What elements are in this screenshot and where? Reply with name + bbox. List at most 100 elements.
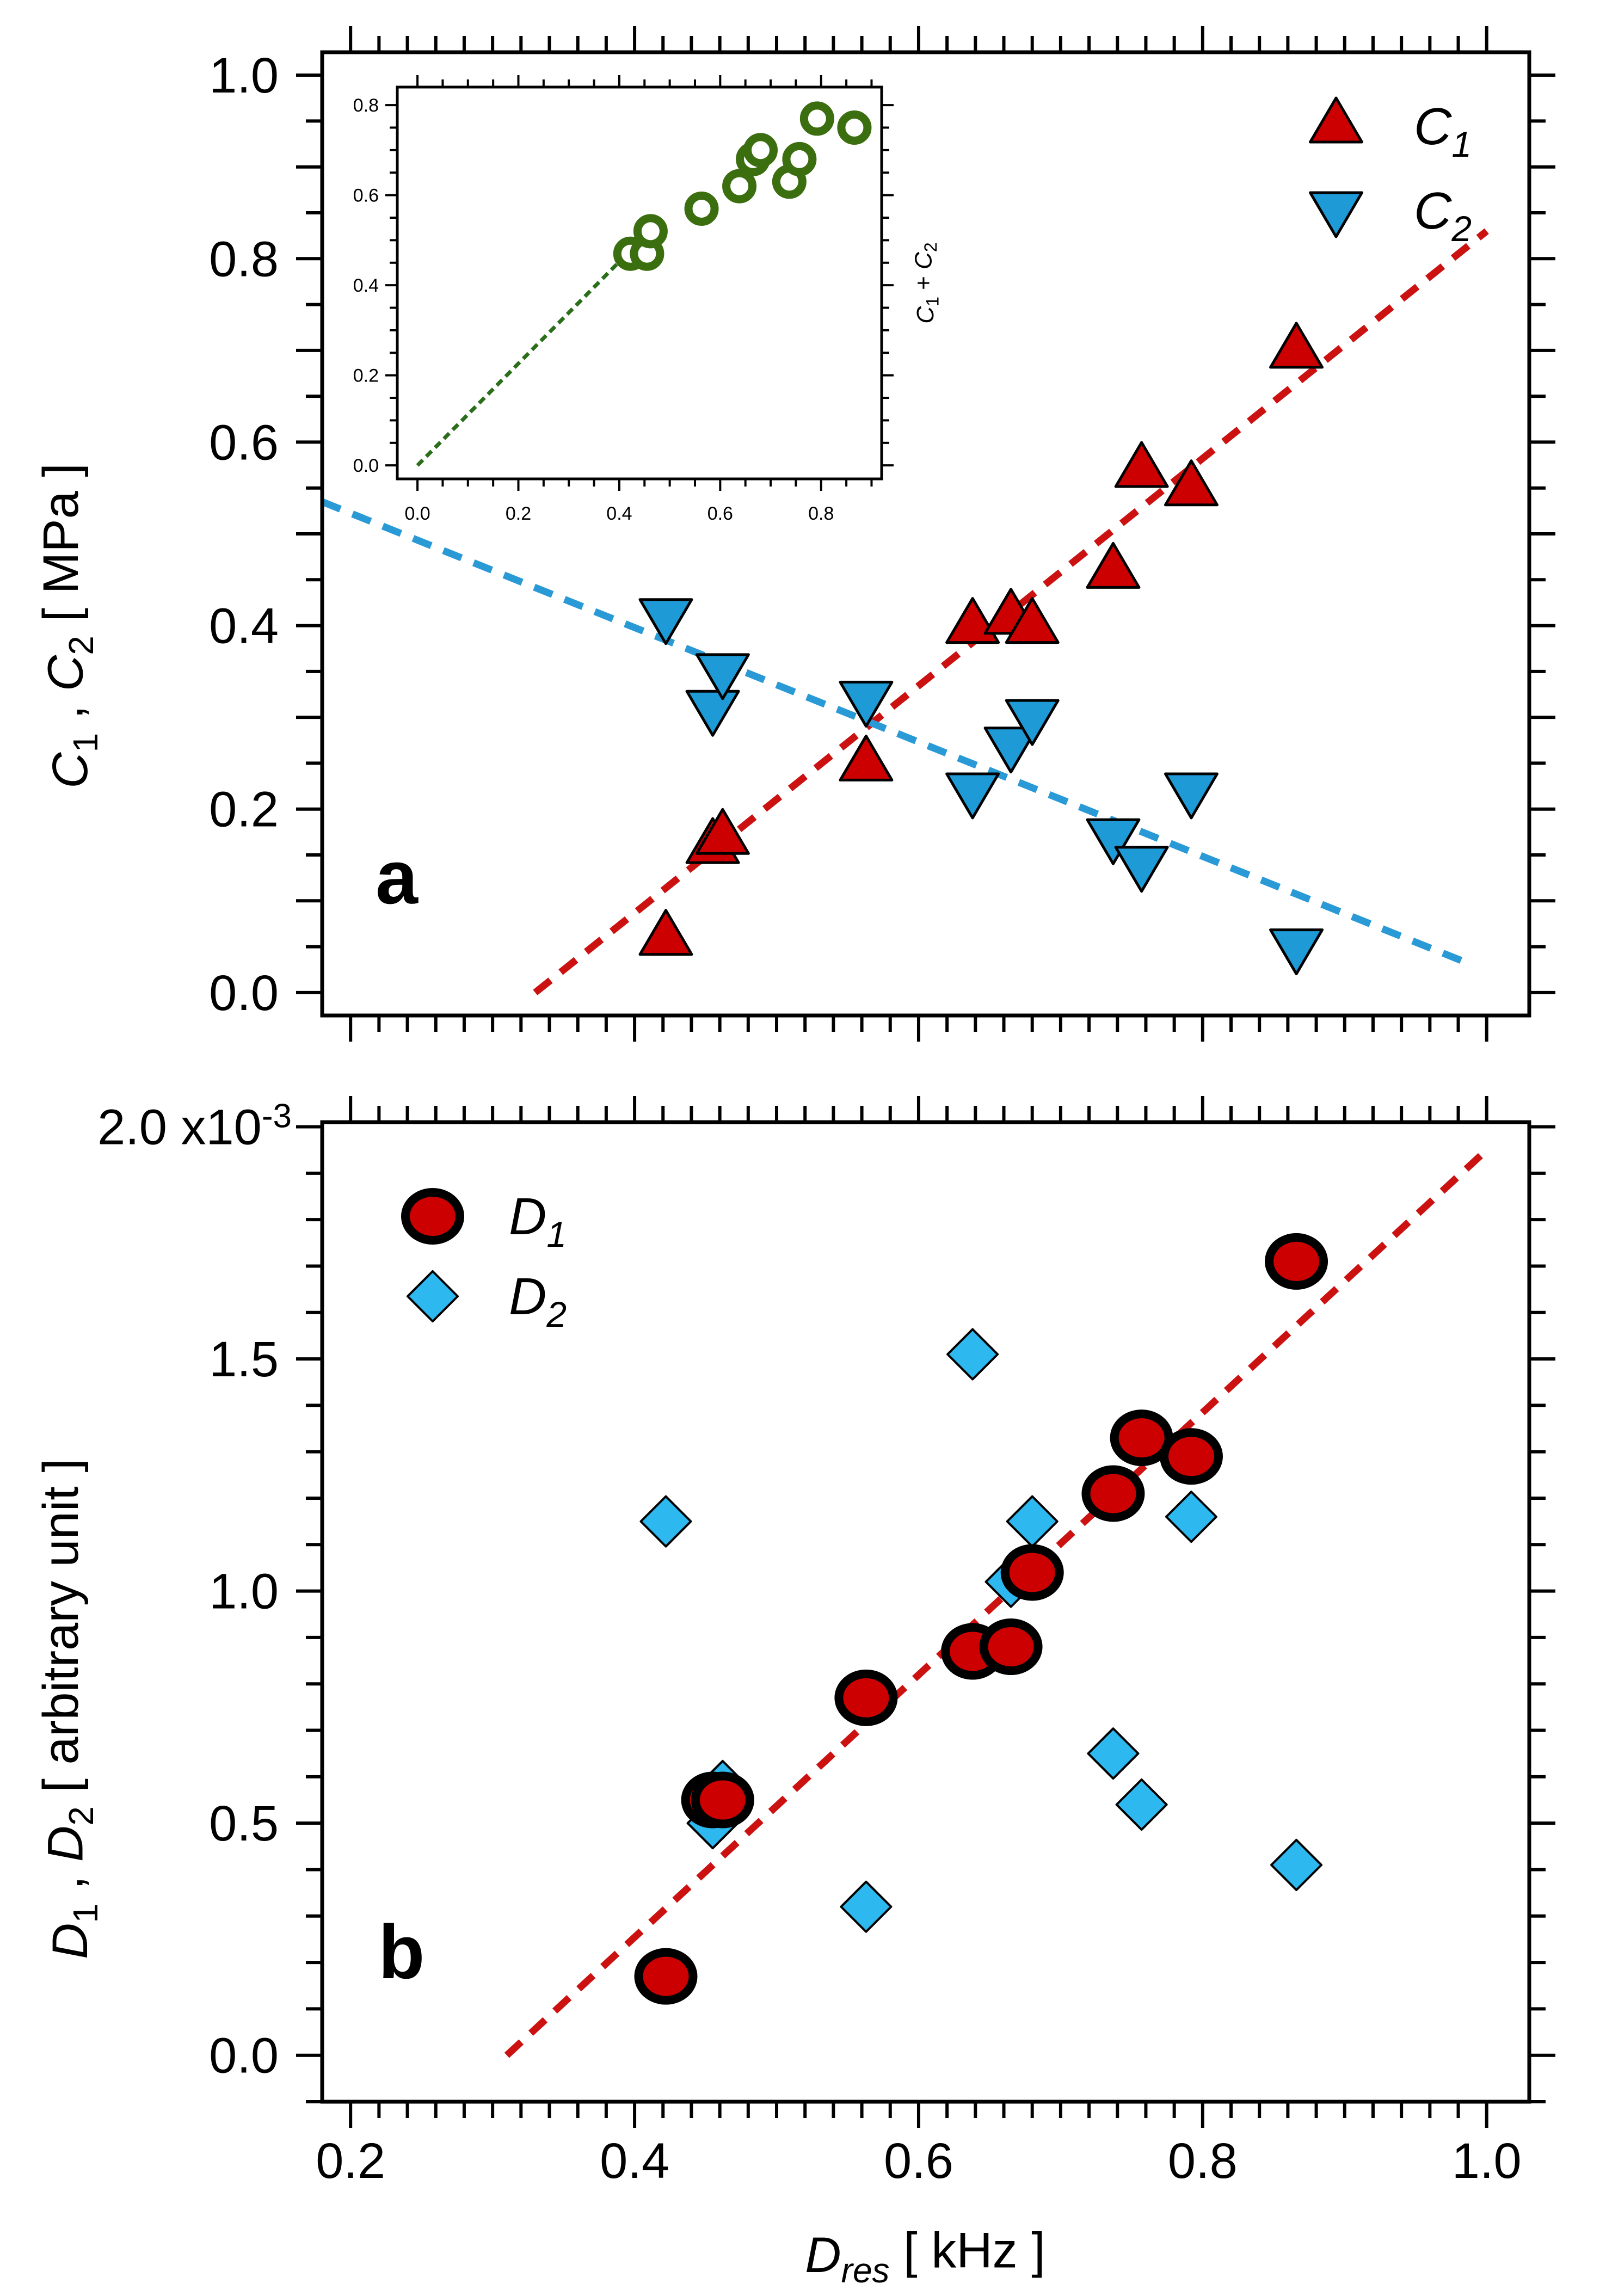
- c2-point: [1269, 928, 1324, 976]
- panel-b-fit-lines: [504, 1147, 1490, 2058]
- d2-point: [1006, 1495, 1059, 1548]
- inset-x-tick-label: 0.0: [404, 503, 430, 524]
- inset-fit-line: [416, 230, 651, 467]
- panel-b-label: b: [378, 1909, 425, 1995]
- tick-exponent: -3: [262, 1098, 292, 1135]
- c2-point: [1164, 772, 1219, 820]
- panel-a-ticks: [296, 26, 1555, 1042]
- legend-subscript: 1: [1451, 124, 1472, 164]
- label-symbol: C: [910, 251, 937, 269]
- y-tick-label: 1.5: [209, 1332, 279, 1387]
- x-tick-label: 0.6: [884, 2133, 953, 2189]
- panel-a-inset: 0.0 0.2 0.4 0.6 0.8 0.0 0.2 0.4 0.6 0.8 C1​ + C2​: [353, 75, 943, 524]
- fit-line-c1: [533, 228, 1489, 995]
- d2-point: [840, 1880, 893, 1933]
- x-tick-label: 0.4: [600, 2133, 669, 2189]
- inset-data-points: [613, 101, 872, 271]
- label-subscript: 1: [66, 733, 105, 753]
- inset-x-tick-label: 0.4: [606, 503, 632, 524]
- c1-point: [1114, 441, 1169, 488]
- label-symbol: D: [42, 1923, 98, 1959]
- label-symbol: D: [805, 2227, 841, 2283]
- y-tick-label: 0.8: [209, 231, 279, 287]
- d1-point: [834, 1669, 898, 1726]
- c1-point: [638, 909, 693, 956]
- label-text: ,: [38, 1862, 94, 1904]
- label-subscript: 1: [66, 1904, 105, 1923]
- panel-b-plot-frame: [320, 1120, 1531, 2104]
- d1-point: [1159, 1428, 1223, 1485]
- inset-sum-point: [782, 141, 817, 176]
- c1-point: [945, 597, 1000, 644]
- c2-point: [839, 680, 894, 728]
- c2-point: [1114, 846, 1169, 893]
- y-tick-label: 1.0: [209, 1564, 279, 1620]
- panel-a-y-tick-labels: 0.0 0.2 0.4 0.6 0.8 1.0: [209, 48, 279, 1021]
- d2-point: [1087, 1727, 1140, 1780]
- inset-sum-point: [743, 133, 778, 168]
- inset-tick-labels: 0.0 0.2 0.4 0.6 0.8 0.0 0.2 0.4 0.6 0.8: [353, 95, 834, 524]
- c1-point: [695, 808, 750, 855]
- label-subscript: 1: [923, 297, 943, 306]
- panel-b-x-tick-labels: 0.2 0.4 0.6 0.8 1.0: [316, 2133, 1521, 2189]
- label-symbol: D: [38, 1826, 94, 1862]
- inset-ticks: [385, 75, 894, 491]
- inset-fit-line: [416, 230, 651, 467]
- fit-line-d1: [504, 1147, 1490, 2058]
- d2-point: [1270, 1838, 1323, 1891]
- inset-y-tick-label: 0.8: [353, 95, 379, 116]
- label-text: [ MPa ]: [33, 463, 89, 636]
- d2-point: [1115, 1778, 1168, 1831]
- fit-line-c2: [321, 498, 1474, 969]
- y-tick-label: 0.0: [209, 2028, 279, 2084]
- panel-b-data-points: [634, 1233, 1328, 2005]
- c2-point: [945, 772, 1000, 820]
- panel-a-plot-frame: [320, 50, 1531, 1018]
- y-tick-label: 0.0: [209, 965, 279, 1021]
- legend-symbol: C: [1414, 97, 1452, 156]
- c1-point: [1269, 322, 1324, 369]
- label-symbol: C: [912, 306, 939, 324]
- legend-label: D1: [509, 1187, 567, 1254]
- d1-point: [634, 1948, 698, 2005]
- legend-subscript: 2: [546, 1294, 567, 1334]
- c2-point: [638, 598, 693, 645]
- legend-label: C1: [1414, 97, 1472, 164]
- d2-point: [946, 1328, 999, 1381]
- y-tick-label: 0.2: [209, 782, 279, 838]
- x-tick-label: 1.0: [1452, 2133, 1522, 2189]
- legend-symbol: D: [509, 1267, 546, 1326]
- label-text: [ kHz ]: [890, 2223, 1045, 2279]
- inset-y-tick-label: 0.6: [353, 186, 379, 206]
- x-tick-label: 0.8: [1168, 2133, 1238, 2189]
- inset-sum-point: [633, 214, 668, 249]
- panel-a-label: a: [376, 834, 419, 920]
- inset-sum-point: [799, 101, 834, 136]
- c1-point: [1005, 597, 1060, 644]
- c2-point: [685, 690, 740, 737]
- legend-d2-marker: [407, 1270, 459, 1322]
- y-tick-label: 1.0: [209, 48, 279, 103]
- label-subscript: 2: [61, 636, 101, 655]
- inset-x-tick-label: 0.6: [707, 503, 733, 524]
- d1-point: [979, 1618, 1043, 1675]
- label-text: [ arbitrary unit ]: [33, 1458, 89, 1806]
- legend-subscript: 1: [546, 1214, 567, 1254]
- inset-y-tick-label: 0.4: [353, 275, 379, 296]
- inset-y-tick-label: 0.2: [353, 366, 379, 386]
- c1-point: [839, 734, 894, 781]
- inset-plot-frame: [396, 85, 883, 481]
- d1-point: [1081, 1465, 1145, 1522]
- inset-sum-point: [722, 169, 757, 204]
- panel-a-y-axis-title: C1​ , C2​ [ MPa ]: [33, 463, 105, 789]
- x-axis-title: Dres [ kHz ]: [805, 2223, 1045, 2291]
- legend-label: D2: [509, 1267, 567, 1334]
- panel-b: 0.00.51.01.52.0 x10-3 0.2 0.4 0.6 0.8 1.0 b …: [33, 1096, 1555, 2290]
- label-subscript: res: [841, 2251, 890, 2290]
- y-tick-label: 0.6: [209, 415, 279, 470]
- label-subscript: 2: [921, 242, 940, 252]
- c2-point: [1005, 699, 1060, 746]
- label-subscript: 2: [61, 1806, 101, 1826]
- legend-d1-marker: [401, 1188, 464, 1245]
